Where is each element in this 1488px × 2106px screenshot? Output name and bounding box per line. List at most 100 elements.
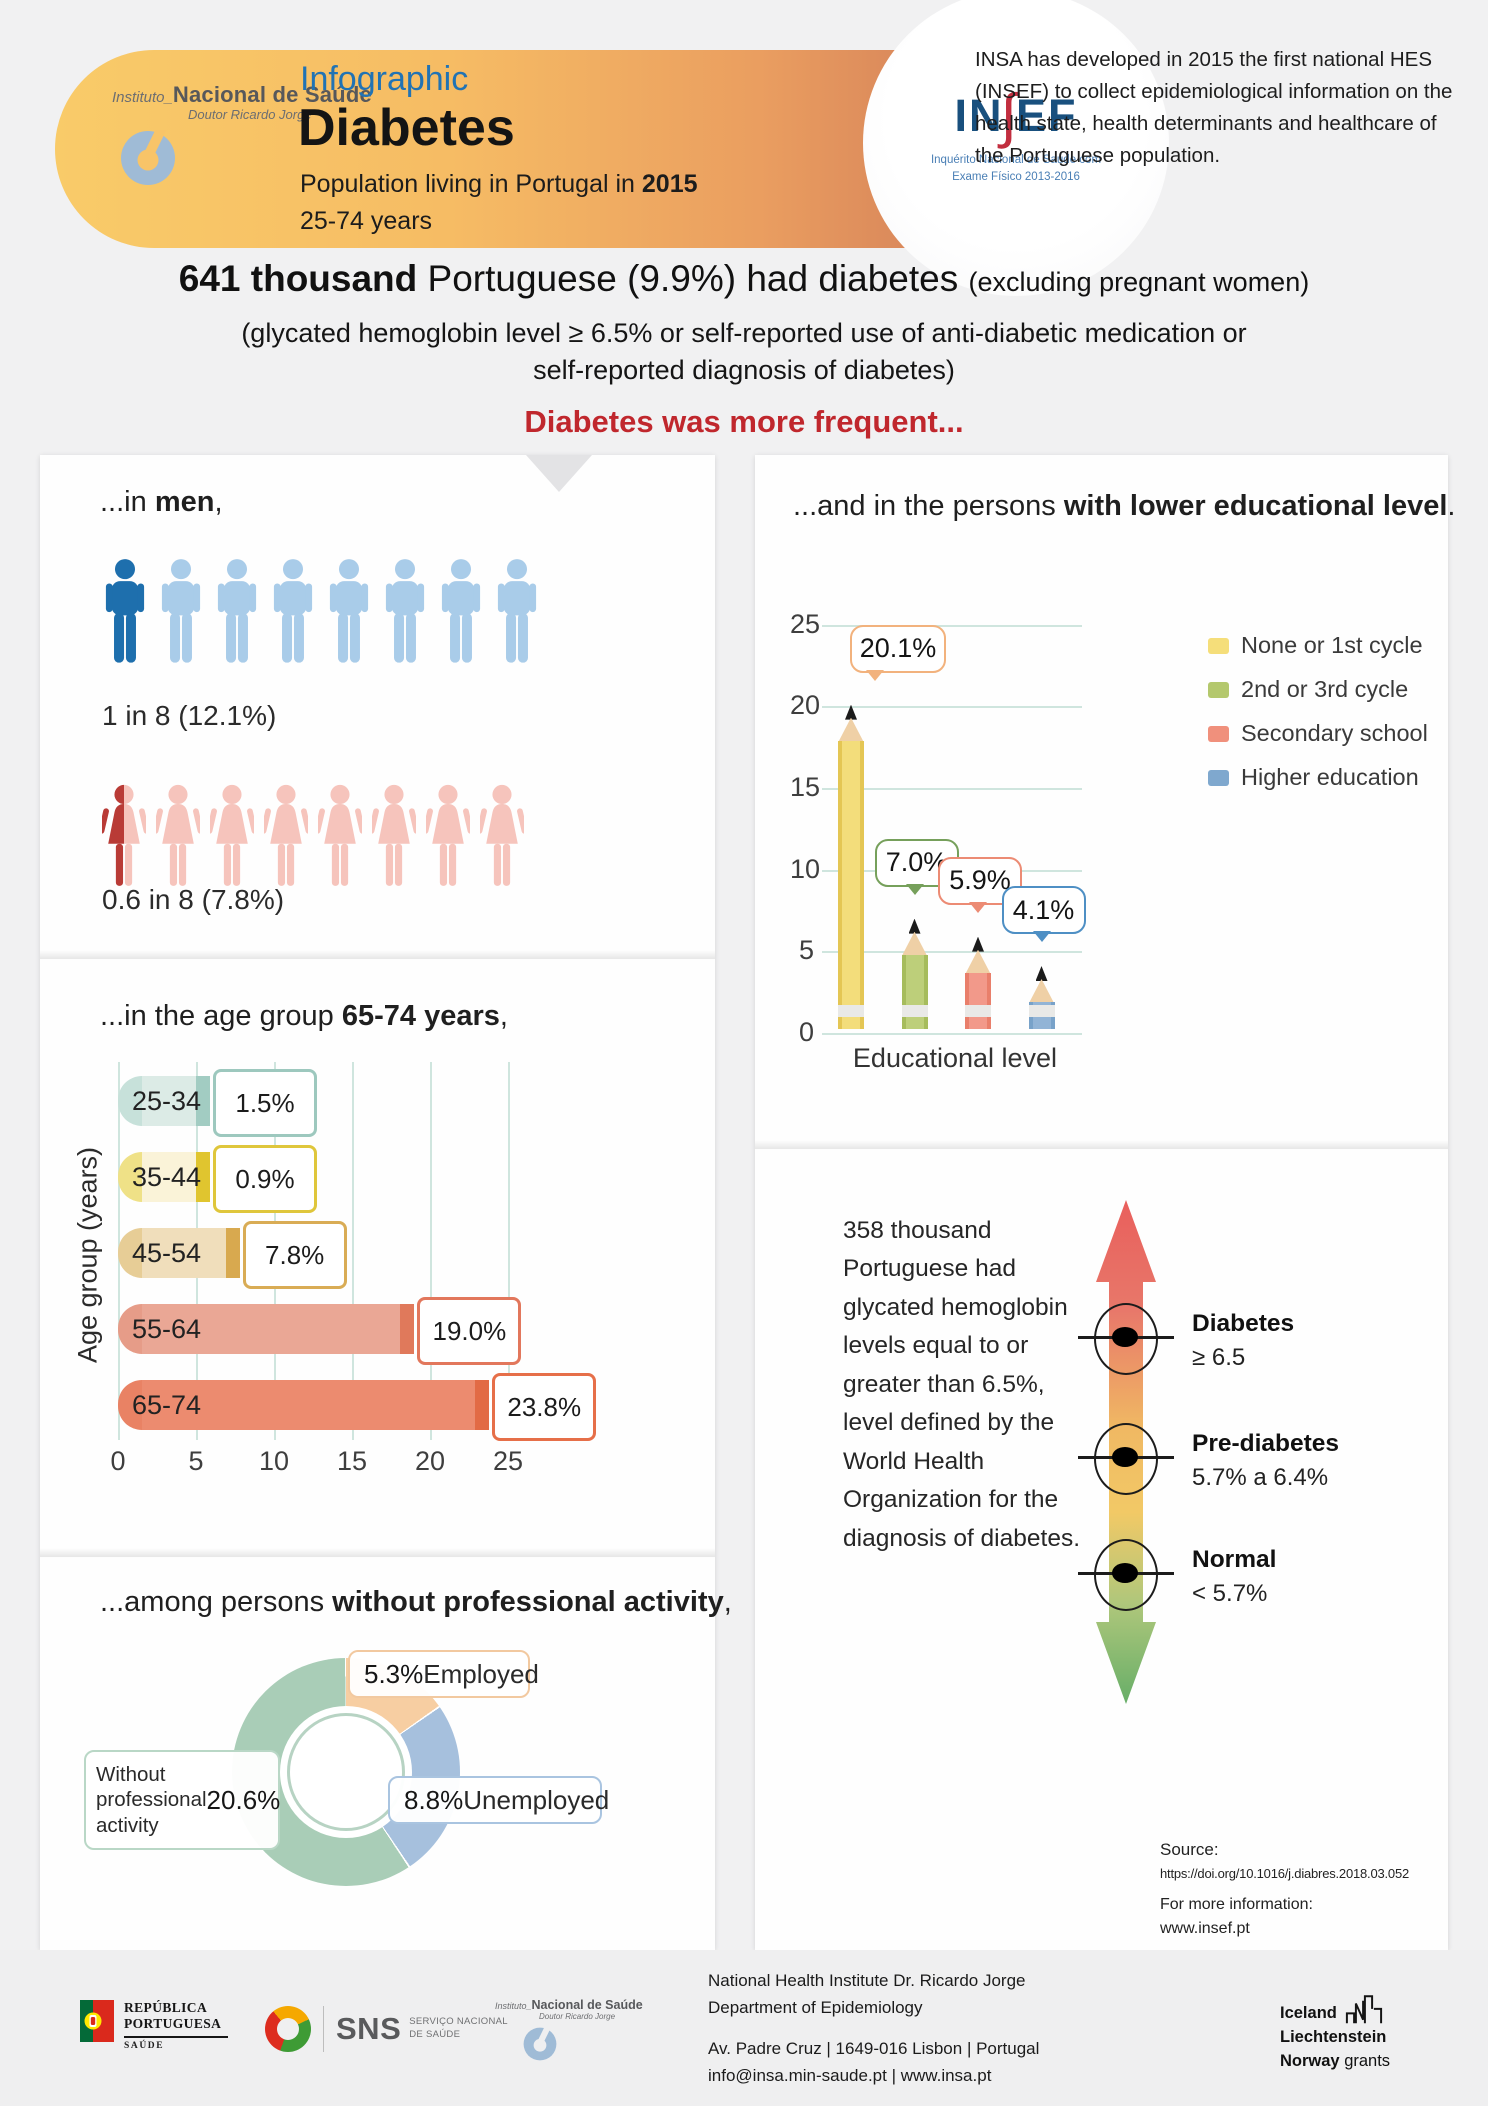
gridline [430, 1062, 432, 1440]
y-tick: 0 [798, 1017, 814, 1047]
headline: 641 thousand Portuguese (9.9%) had diabe… [178, 258, 1310, 299]
age-bar-body [142, 1152, 196, 1202]
male-pictogram [384, 556, 426, 677]
male-pictogram [328, 556, 370, 677]
legend-swatch [1208, 637, 1229, 654]
male-pictogram [272, 556, 314, 677]
female-pictogram [260, 782, 312, 899]
age-value-box: 1.5% [213, 1069, 317, 1137]
sns-swirl-icon [265, 2006, 311, 2052]
age-bar-end-cap [196, 1076, 210, 1126]
education-xlabel: Educational level [852, 1043, 1058, 1073]
gridline [822, 1033, 1082, 1035]
legend-item: Secondary school [1208, 720, 1428, 747]
male-pictogram [496, 556, 538, 677]
x-tick: 10 [258, 1446, 290, 1476]
separator [755, 1140, 1448, 1156]
female-pictogram [422, 782, 474, 899]
source-doi-link: https://doi.org/10.1016/j.diabres.2018.0… [1160, 1866, 1410, 1881]
insef-logo-background [863, 0, 1169, 296]
value-callout: 5.9% [938, 856, 1022, 905]
male-icon [105, 559, 145, 663]
callout-tail [969, 901, 987, 913]
callout-tail [866, 669, 884, 681]
pencil-wood [838, 717, 864, 743]
female-stat: 0.6 in 8 (7.8%) [102, 884, 285, 915]
female-icon [152, 784, 204, 886]
male-icon [497, 559, 537, 663]
unemployed-callout: 8.8% Unemployed [388, 1776, 609, 1824]
insef-integral-glyph: ∫ [1000, 82, 1019, 149]
male-icon [441, 559, 481, 663]
age-bar-body [142, 1304, 401, 1354]
callout-tail [905, 883, 924, 895]
male-pictogram [104, 556, 146, 677]
y-tick: 25 [790, 608, 821, 639]
insa-footer-logo: Instituto_Nacional de Saúde Doutor Ricar… [495, 1998, 643, 2066]
y-tick: 10 [790, 853, 821, 884]
female-pictogram [206, 782, 258, 899]
male-pictogram [216, 556, 258, 677]
employed-callout: 5.3% Employed [348, 1650, 539, 1698]
men-section-title: ...in men, [100, 486, 223, 518]
portugal-flag-icon [80, 2000, 114, 2042]
insa-logo-subname: Doutor Ricardo Jorge [188, 107, 312, 122]
contact-department: Department of Epidemiology [708, 1997, 923, 2017]
age-value-box: 23.8% [492, 1373, 597, 1441]
eea-grants-logo: Iceland Liechtenstein Norway grants [1280, 1990, 1390, 2074]
male-icon [329, 559, 369, 663]
contact-email-web: info@insa.min-saude.pt | www.insa.pt [708, 2065, 992, 2085]
insa-logo-name: Instituto_Nacional de Saúde [112, 82, 372, 107]
without-activity-callout: Without professional activity 20.6% [84, 1750, 280, 1850]
hb-label-prediabetes: Pre-diabetes 5.7% a 6.4% [1192, 1430, 1340, 1491]
value-callout: 4.1% [1001, 886, 1086, 934]
source-label: Source: [1160, 1840, 1219, 1859]
y-tick: 20 [790, 690, 821, 721]
female-icon [476, 784, 528, 886]
frequency-banner: Diabetes was more frequent... [524, 404, 964, 439]
insa-logo-icon [120, 121, 176, 191]
without-activity-label: Without professional activity [96, 1762, 207, 1837]
female-icon [206, 784, 258, 886]
separator [40, 950, 715, 966]
age-bar-label: 65-74 [132, 1390, 202, 1420]
x-tick: 0 [110, 1446, 126, 1476]
age-bar-end-cap [400, 1304, 415, 1354]
headline-definition-line2: self-reported diagnosis of diabetes) [533, 355, 955, 385]
pencil-eraser-band [1028, 1005, 1055, 1017]
female-icon [98, 784, 150, 886]
insef-tagline: Inquérito Nacional de Saúde com Exame Fí… [930, 154, 1102, 184]
legend-swatch [1208, 725, 1229, 742]
female-icon [422, 784, 474, 886]
legend-label: None or 1st cycle [1241, 632, 1423, 658]
female-pictogram [152, 782, 204, 899]
page-title: Diabetes [298, 99, 515, 157]
pencil-eraser-band [838, 1005, 864, 1017]
male-icon [273, 559, 313, 663]
grants-buildings-icon [1345, 1995, 1382, 2024]
pencil-wood [901, 931, 928, 957]
gridline [352, 1062, 354, 1440]
age-bar-body [142, 1380, 476, 1430]
hb-marker-diabetes [1078, 1299, 1174, 1379]
insef-logo: IN∫EF [954, 82, 1078, 149]
headline-definition-line1: (glycated hemoglobin level ≥ 6.5% or sel… [241, 318, 1247, 348]
hb-marker-normal [1078, 1535, 1174, 1615]
x-tick: 5 [188, 1446, 204, 1476]
education-section-title: ...and in the persons with lower educati… [793, 490, 1456, 522]
contact-block: National Health Institute Dr. Ricardo Jo… [708, 1968, 1039, 2089]
gridline [508, 1062, 510, 1440]
legend-item: Higher education [1208, 764, 1419, 791]
insa-logo-prefix: Instituto_ [112, 89, 173, 106]
pencil-body [838, 740, 864, 1029]
female-icon [368, 784, 420, 886]
legend-label: 2nd or 3rd cycle [1241, 676, 1409, 702]
infographic-label: Infographic [300, 60, 469, 98]
education-pencil-chart: 0 5 10 15 20 25 20.1% 7.0% 5.9% 4.1% None or 1st … [790, 609, 1435, 1075]
pencil-eraser-band [901, 1005, 928, 1017]
legend-item: 2nd or 3rd cycle [1208, 676, 1408, 703]
age-bar-chart: 0 5 10 15 20 25 25-34 1.5% 35-44 0.9% 45-54 7.8% 55-… [90, 1058, 690, 1488]
hb-label-normal: Normal < 5.7% [1192, 1546, 1277, 1607]
pencil-body [965, 972, 991, 1029]
pencil-eraser-band [965, 1005, 991, 1017]
